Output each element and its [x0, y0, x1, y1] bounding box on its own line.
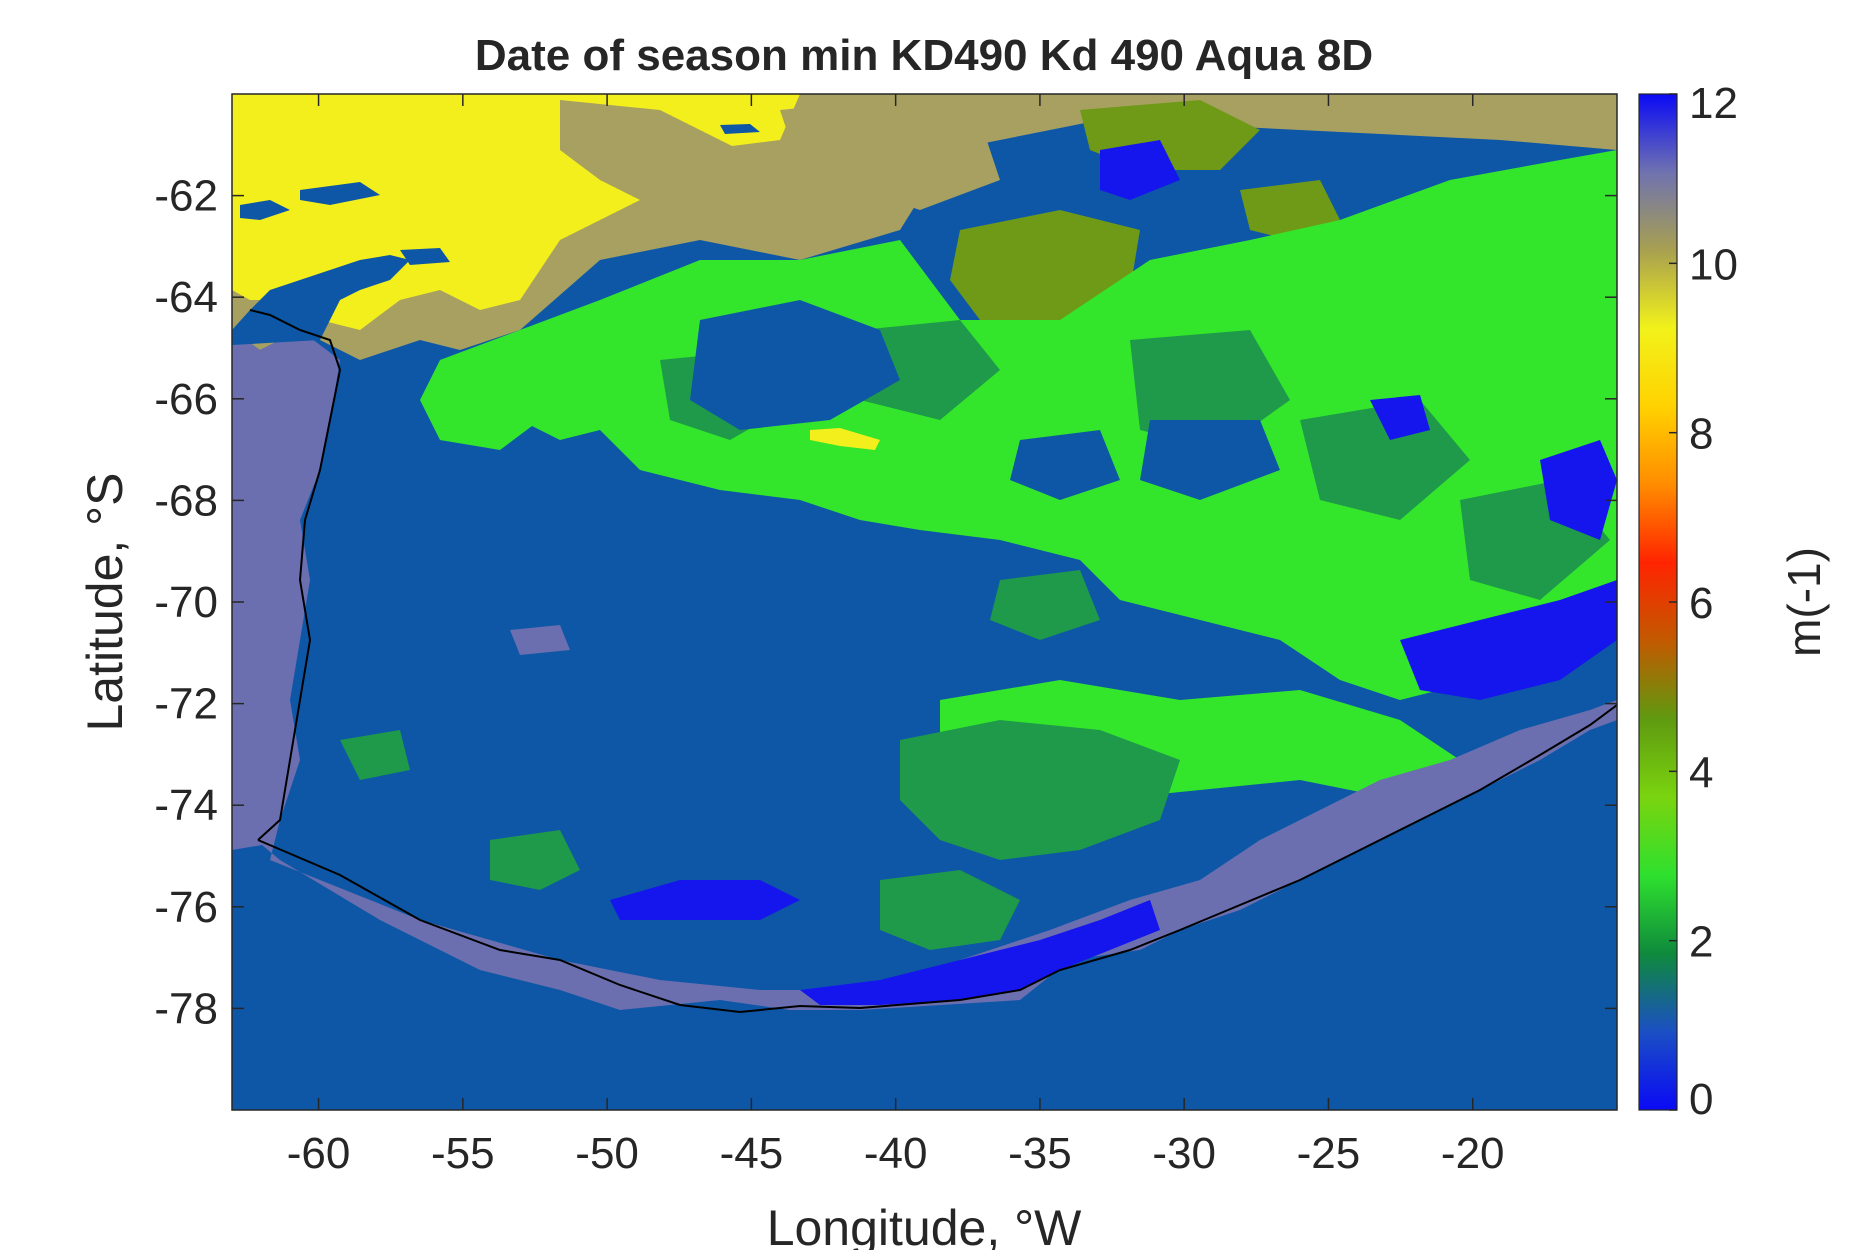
peninsula-land — [232, 255, 410, 345]
colorbar-label: m(-1) — [1778, 547, 1830, 657]
olive-dark-patch-1 — [950, 210, 1140, 320]
ocean-hole-3 — [1010, 430, 1120, 500]
green-patch-west-2 — [340, 730, 410, 780]
bright-blue-coastal-east — [800, 900, 1160, 1005]
olive-dark-patch-3 — [1240, 180, 1340, 240]
colorbar-tick-label: 2 — [1689, 918, 1713, 967]
bright-blue-patch-ne — [1540, 440, 1617, 540]
bright-blue-coastal-west — [610, 880, 800, 920]
colorbar-tick-label: 4 — [1689, 748, 1713, 797]
dark-green-patch-1 — [860, 320, 1000, 420]
island-4 — [720, 124, 760, 134]
green-patch-mid-south — [990, 570, 1100, 640]
colorbar-tick-label: 6 — [1689, 579, 1713, 628]
olive-patch-north — [560, 100, 740, 200]
x-tick-label: -45 — [720, 1129, 784, 1178]
bright-blue-patch-east — [1400, 580, 1617, 700]
ocean-hole-2 — [1140, 420, 1280, 500]
ocean-hole-1 — [690, 300, 900, 430]
map-plot-area — [232, 94, 1617, 1110]
y-tick-label: -76 — [154, 883, 218, 932]
green-region-upper — [440, 150, 1617, 700]
island-2 — [300, 182, 380, 205]
y-tick-label: -72 — [154, 680, 218, 729]
x-tick-label: -35 — [1008, 1129, 1072, 1178]
island-1 — [240, 200, 290, 220]
coastline — [249, 309, 1617, 1014]
colorbar-tick-label: 8 — [1689, 410, 1713, 459]
y-tick-label: -74 — [154, 781, 218, 830]
chart-title: Date of season min KD490 Kd 490 Aqua 8D — [475, 31, 1373, 80]
dark-green-region-coastal — [880, 870, 1020, 950]
lavender-coastal-band — [232, 330, 1617, 1010]
x-axis-label: Longitude, °W — [767, 1200, 1082, 1250]
y-tick-label: -66 — [154, 375, 218, 424]
lavender-patch-interior — [510, 625, 570, 655]
x-tick-label: -60 — [287, 1129, 351, 1178]
green-region-left — [420, 340, 540, 450]
x-tick-label: -50 — [575, 1129, 639, 1178]
y-axis-label: Latitude, °S — [77, 472, 133, 731]
y-axis-ticks: -62 -64 -66 -68 -70 -72 -74 -76 -78 — [154, 172, 1617, 1033]
dark-green-region-lower — [900, 720, 1180, 860]
y-tick-label: -68 — [154, 476, 218, 525]
x-axis-ticks: -60 -55 -50 -45 -40 -35 -30 -25 -20 — [287, 94, 1505, 1178]
x-tick-label: -40 — [864, 1129, 928, 1178]
colorbar-tick-label: 12 — [1689, 79, 1738, 128]
yellow-streak — [810, 428, 880, 450]
olive-patch-northeast — [780, 100, 1000, 210]
green-patch-west — [490, 830, 580, 890]
x-tick-label: -25 — [1297, 1129, 1361, 1178]
colorbar: 0 2 4 6 8 10 12 m(-1) — [1638, 79, 1830, 1124]
colorbar-tick-label: 0 — [1689, 1075, 1713, 1124]
bright-blue-patch-mid — [1370, 395, 1430, 440]
bright-blue-patch-n — [1100, 140, 1180, 200]
colorbar-tick-label: 10 — [1689, 240, 1738, 289]
x-tick-label: -30 — [1152, 1129, 1216, 1178]
y-tick-label: -64 — [154, 273, 218, 322]
y-tick-label: -78 — [154, 984, 218, 1033]
x-tick-label: -20 — [1441, 1129, 1505, 1178]
x-tick-label: -55 — [431, 1129, 495, 1178]
y-tick-label: -70 — [154, 578, 218, 627]
island-3 — [400, 248, 450, 265]
colorbar-ticks: 0 2 4 6 8 10 12 — [1669, 79, 1738, 1124]
y-tick-label: -62 — [154, 172, 218, 221]
